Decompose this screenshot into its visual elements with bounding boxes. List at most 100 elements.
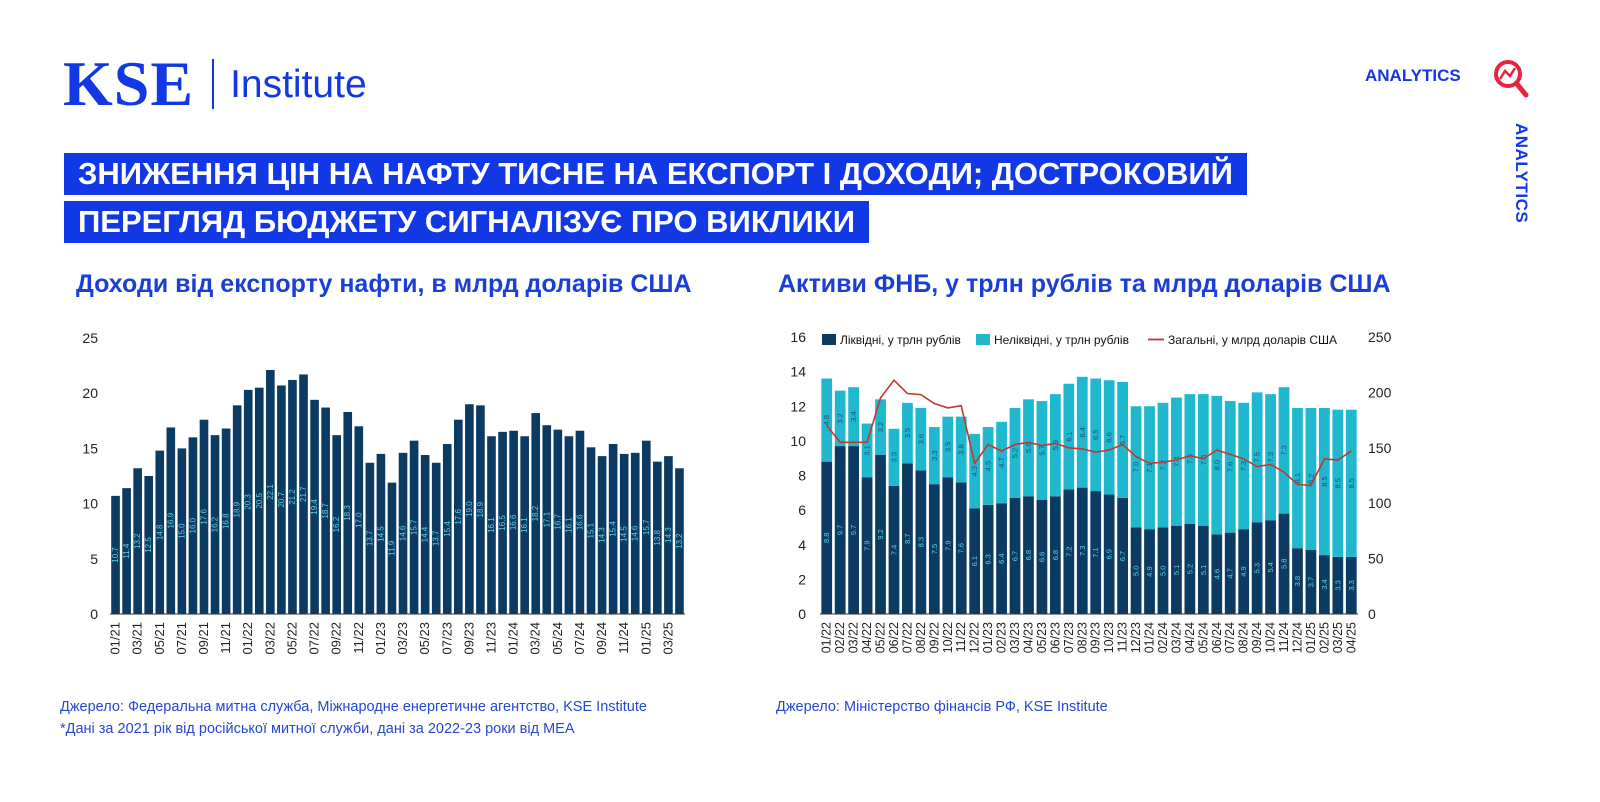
illiquid-value-label: 3.6 [916, 434, 925, 444]
bar-illiquid [834, 390, 846, 447]
x-tick-label: 03/25 [1331, 622, 1345, 653]
bar [431, 462, 441, 614]
x-tick-label: 03/23 [1008, 622, 1022, 653]
x-tick-label: 11/21 [218, 622, 233, 654]
liquid-value-label: 7.4 [889, 545, 898, 555]
bar [675, 468, 684, 614]
illiquid-value-label: 7.1 [1145, 462, 1154, 472]
x-tick-label: 03/22 [847, 622, 861, 653]
liquid-value-label: 5.4 [1266, 562, 1275, 572]
illiquid-value-label: 6.7 [1118, 435, 1127, 445]
liquid-value-label: 4.6 [1212, 569, 1221, 579]
illiquid-value-label: 3.2 [836, 413, 845, 423]
bar [630, 452, 640, 614]
x-tick-label: 07/22 [900, 622, 914, 653]
bar-liquid [1130, 527, 1142, 614]
x-tick-label: 01/21 [108, 622, 123, 655]
x-tick-label: 11/23 [483, 622, 498, 654]
liquid-value-label: 9.7 [836, 525, 845, 535]
bar-illiquid [955, 416, 967, 483]
bar [310, 399, 319, 614]
legend-label-illiquid: Неліквідні, у трлн рублів [994, 333, 1129, 347]
y2-tick-label: 50 [1368, 551, 1384, 567]
bar-value-label: 14.5 [620, 526, 629, 542]
bar-illiquid [1036, 401, 1048, 500]
x-tick-label: 09/22 [329, 622, 344, 655]
x-tick-label: 09/23 [1089, 622, 1103, 653]
liquid-value-label: 8.8 [822, 533, 831, 543]
y-tick-label: 6 [798, 502, 806, 518]
bar [210, 435, 220, 614]
liquid-value-label: 3.3 [1347, 580, 1356, 590]
bar-illiquid [1171, 397, 1182, 526]
bar-liquid [1009, 498, 1021, 614]
y-tick-label: 12 [790, 398, 806, 414]
x-tick-label: 11/24 [1277, 622, 1291, 652]
bar-illiquid [1238, 402, 1250, 530]
liquid-value-label: 5.1 [1172, 565, 1181, 575]
bar-value-label: 13.7 [432, 530, 441, 546]
bar-illiquid [1197, 394, 1209, 526]
liquid-value-label: 7.2 [1064, 546, 1073, 556]
x-tick-label: 12/23 [1129, 622, 1143, 653]
bar-value-label: 15.4 [609, 521, 618, 537]
bar [487, 436, 496, 614]
bar-value-label: 13.2 [133, 533, 142, 549]
bar-value-label: 17.1 [542, 511, 551, 527]
y2-tick-label: 100 [1368, 495, 1392, 511]
x-tick-label: 03/22 [262, 622, 277, 655]
bar [155, 450, 165, 614]
bar-liquid [982, 504, 994, 614]
bar-liquid [915, 470, 927, 614]
illiquid-value-label: 5.2 [1011, 448, 1020, 458]
y-tick-label: 16 [790, 329, 806, 345]
bar [266, 370, 275, 614]
bar-liquid [1305, 549, 1317, 614]
x-tick-label: 01/24 [1143, 622, 1157, 653]
bar-liquid [861, 477, 873, 614]
bar-liquid [996, 503, 1007, 614]
bar-liquid [1251, 522, 1263, 614]
x-tick-label: 07/23 [439, 622, 454, 655]
liquid-value-label: 4.9 [1239, 566, 1248, 576]
illiquid-value-label: 5.6 [1024, 443, 1033, 453]
bar-value-label: 17.6 [199, 509, 208, 525]
x-tick-label: 05/24 [550, 622, 565, 655]
analytics-label: ANALYTICS [1365, 66, 1461, 85]
x-tick-label: 05/22 [874, 622, 888, 653]
liquid-value-label: 5.8 [1280, 559, 1289, 569]
bar [254, 387, 264, 614]
x-tick-label: 04/23 [1021, 622, 1035, 653]
bar-liquid [1103, 494, 1115, 614]
illiquid-value-label: 7.5 [1253, 452, 1262, 462]
bar-illiquid [1117, 382, 1129, 499]
bar-liquid [1036, 499, 1048, 614]
bar [133, 468, 142, 614]
illiquid-value-label: 8.5 [1320, 476, 1329, 486]
bar-value-label: 14.5 [376, 526, 385, 542]
bar [288, 379, 297, 614]
bar-liquid [875, 454, 886, 614]
x-tick-label: 11/24 [616, 622, 631, 654]
bar-value-label: 11.9 [387, 540, 396, 556]
liquid-value-label: 6.1 [970, 556, 979, 566]
illiquid-value-label: 7.0 [1132, 462, 1141, 472]
bar [420, 455, 430, 614]
bar [564, 436, 574, 614]
bar [531, 413, 541, 614]
bar-illiquid [1292, 407, 1303, 549]
bar-illiquid [942, 416, 954, 478]
bar [166, 427, 176, 614]
y2-tick-label: 200 [1368, 384, 1392, 400]
bar-value-label: 17.0 [354, 512, 363, 528]
x-tick-label: 07/23 [1062, 622, 1076, 653]
illiquid-value-label: 7.3 [1266, 452, 1275, 462]
bar-illiquid [1278, 387, 1290, 514]
bar-illiquid [1063, 383, 1075, 490]
illiquid-value-label: 3.5 [943, 442, 952, 452]
bar [177, 448, 187, 614]
bar-illiquid [902, 402, 913, 464]
liquid-value-label: 3.3 [1333, 580, 1342, 590]
liquid-value-label: 8.3 [916, 537, 925, 547]
illiquid-value-label: 6.6 [1105, 432, 1114, 442]
